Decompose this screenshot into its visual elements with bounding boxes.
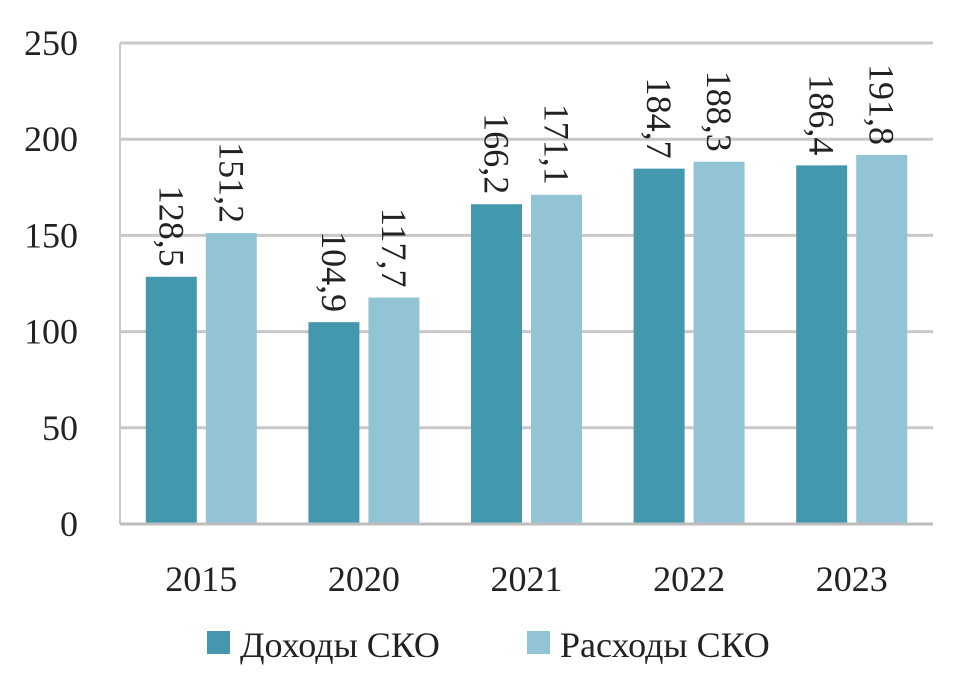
legend: Доходы СКО Расходы СКО bbox=[207, 625, 770, 665]
data-label: 151,2 bbox=[211, 142, 251, 223]
x-tick-label: 2015 bbox=[165, 559, 237, 599]
data-labels: 128,5 151,2 104,9 117,7 166,2 171,1 184,7 188,3… bbox=[151, 64, 901, 312]
bar-expense-2022 bbox=[693, 161, 745, 524]
bar-income-2023 bbox=[796, 165, 848, 524]
data-label: 171,1 bbox=[537, 104, 577, 185]
bars bbox=[145, 154, 908, 525]
y-tick-label: 250 bbox=[24, 23, 78, 63]
y-axis: 0 50 100 150 200 250 bbox=[24, 23, 121, 544]
bar-expense-2021 bbox=[531, 194, 582, 525]
x-tick-label: 2022 bbox=[653, 559, 725, 599]
legend-swatch bbox=[527, 631, 550, 654]
bar-expense-2020 bbox=[368, 297, 420, 524]
data-label: 186,4 bbox=[802, 74, 842, 155]
bar-income-2015 bbox=[145, 276, 197, 524]
bar-expense-2015 bbox=[205, 233, 257, 525]
legend-swatch bbox=[207, 631, 230, 654]
x-tick-label: 2020 bbox=[328, 559, 400, 599]
legend-label: Расходы СКО bbox=[560, 625, 770, 665]
data-label: 191,8 bbox=[862, 64, 902, 145]
y-tick-label: 200 bbox=[24, 119, 78, 159]
legend-label: Доходы СКО bbox=[240, 625, 440, 665]
data-label: 166,2 bbox=[477, 113, 517, 194]
data-label: 184,7 bbox=[639, 78, 679, 159]
y-tick-label: 150 bbox=[24, 215, 78, 255]
x-tick-label: 2023 bbox=[816, 559, 888, 599]
y-tick-label: 100 bbox=[24, 312, 78, 352]
data-label: 188,3 bbox=[699, 71, 739, 152]
y-tick-label: 0 bbox=[60, 504, 78, 544]
data-label: 128,5 bbox=[151, 186, 191, 267]
x-tick-label: 2021 bbox=[491, 559, 563, 599]
bar-income-2020 bbox=[308, 322, 360, 524]
data-label: 104,9 bbox=[314, 231, 354, 312]
bar-expense-2023 bbox=[856, 154, 908, 524]
x-axis: 2015 2020 2021 2022 2023 bbox=[120, 522, 933, 599]
bar-income-2021 bbox=[471, 204, 522, 524]
data-label: 117,7 bbox=[374, 208, 414, 288]
bar-income-2022 bbox=[633, 168, 685, 524]
y-tick-label: 50 bbox=[42, 408, 78, 448]
